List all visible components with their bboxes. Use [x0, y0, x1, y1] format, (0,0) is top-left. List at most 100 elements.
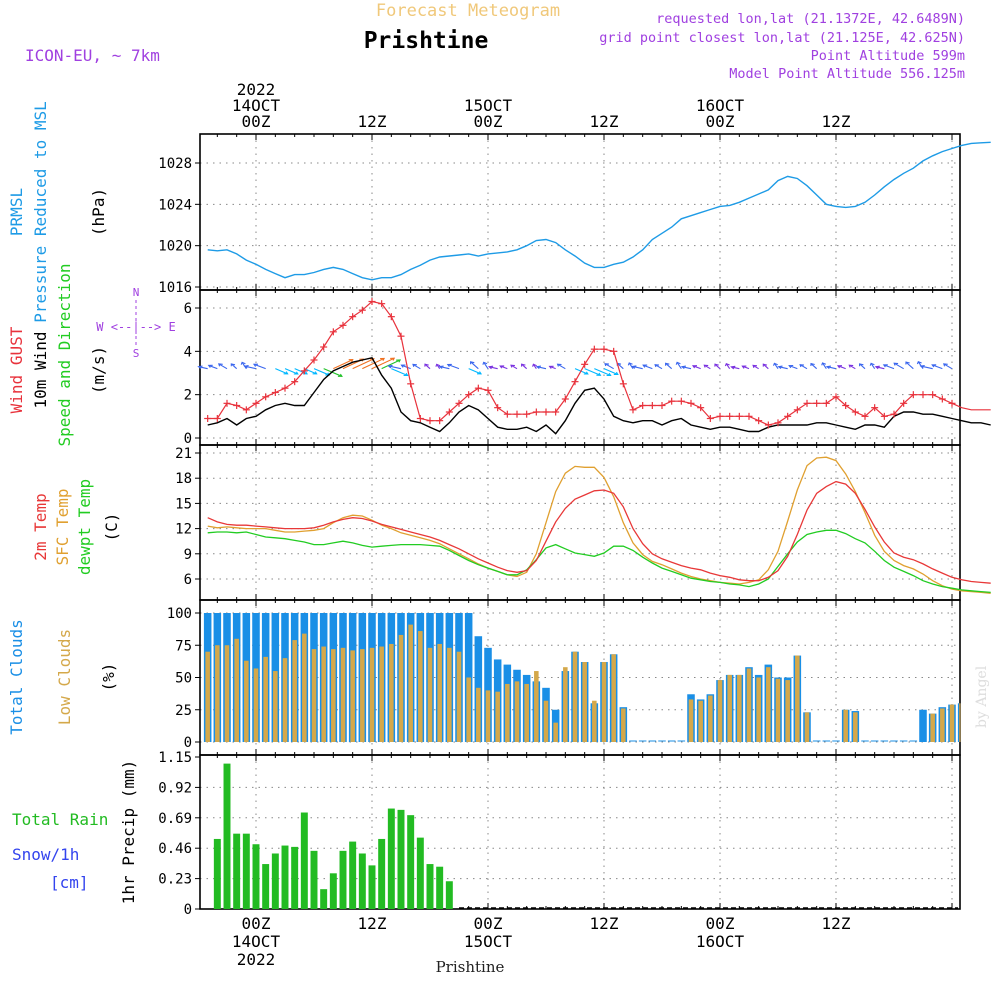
compass-n: N: [133, 286, 140, 299]
wind-arrow-head: [631, 365, 637, 369]
wind-arrow: [313, 368, 330, 376]
rain-bar: [242, 833, 250, 909]
wind-arrow-head: [535, 365, 541, 370]
temp-sfc-label: SFC Temp: [53, 488, 72, 565]
low-cloud-bar: [582, 662, 587, 742]
precip-bars: [213, 763, 958, 909]
low-cloud-bar: [369, 647, 375, 742]
low-cloud-bar: [244, 660, 249, 742]
rain-bar: [368, 865, 376, 909]
y-tick-label: 100: [167, 606, 192, 622]
time-label-bottom: 12Z: [822, 914, 851, 933]
y-tick-label: 0: [184, 431, 192, 447]
low-cloud-bar: [601, 662, 607, 742]
y-tick-label: 1.15: [158, 750, 192, 766]
wind-arrow-head: [665, 362, 670, 366]
low-cloud-bar: [775, 678, 781, 742]
wind-arrow: [470, 361, 479, 370]
y-tick-label: 1028: [158, 156, 192, 172]
wind-arrow: [557, 363, 566, 370]
pressure-label-1: PRMSL: [7, 188, 26, 236]
wind-arrow: [447, 363, 460, 370]
y-tick-label: 9: [184, 547, 192, 563]
station-title: Prishtine: [364, 28, 489, 54]
y-tick-label: 0.92: [158, 780, 192, 796]
time-label-bottom: 00Z: [242, 914, 271, 933]
wind-arrow-head: [424, 363, 429, 367]
low-cloud-bar: [389, 643, 394, 742]
low-cloud-bar: [534, 671, 539, 742]
clouds-unit: (%): [99, 663, 118, 692]
low-cloud-bar: [795, 655, 800, 742]
rain-bar: [387, 808, 395, 909]
wind-arrow-head: [874, 365, 880, 370]
wind-arrow: [323, 368, 343, 377]
wind-arrow-head: [825, 365, 831, 370]
temp-2m-label: 2m Temp: [31, 493, 50, 560]
low-cloud-bar: [930, 713, 935, 742]
low-cloud-bar: [408, 624, 413, 742]
wind-arrow: [412, 363, 421, 370]
model-altitude: Model Point Altitude 556.125m: [729, 66, 965, 82]
wind-arrow-head: [893, 362, 899, 366]
wind-arrow-head: [482, 361, 488, 365]
wind-arrow: [943, 363, 953, 370]
wind-arrow: [362, 357, 385, 370]
low-cloud-bar: [234, 638, 239, 742]
wind-arrow: [218, 363, 228, 370]
wind-arrow: [632, 365, 643, 370]
snow-label: Snow/1h: [12, 845, 79, 864]
rain-bar: [436, 866, 444, 909]
y-tick-label: 25: [175, 703, 192, 719]
wind-arrow-head: [654, 364, 660, 368]
low-cloud-bar: [485, 690, 491, 742]
low-cloud-bar: [331, 649, 336, 742]
wind-unit: (m/s): [89, 346, 108, 394]
wind-arrow-head: [477, 371, 483, 375]
wind-arrow: [628, 362, 634, 369]
wind-arrow: [284, 368, 298, 375]
wind-arrow-head: [207, 364, 213, 368]
wind-arrow-head: [869, 362, 875, 366]
rain-bar: [291, 846, 299, 909]
rain-bar: [213, 838, 221, 909]
wind-speed-dir-label: Speed and Direction: [55, 263, 74, 446]
time-label-bottom: 12Z: [590, 914, 619, 933]
wind-arrow-head: [799, 364, 805, 368]
wind-arrow-head: [400, 364, 406, 368]
rain-bar: [349, 841, 357, 909]
y-tick-label: 1024: [158, 197, 192, 213]
time-label-bottom: 2022: [237, 950, 276, 969]
wind-arrow-head: [703, 364, 709, 368]
wind-arrow: [208, 364, 218, 370]
wind-arrow-head: [487, 365, 494, 370]
y-tick-label: 0: [184, 902, 192, 918]
wind-arrow: [439, 366, 450, 370]
rain-bar: [320, 889, 328, 909]
time-label-top: 12Z: [358, 112, 387, 131]
wind-arrow: [859, 363, 866, 370]
panel-wind: 0 2 4 6: [184, 289, 961, 447]
wind-arrow-head: [821, 362, 827, 366]
wind-arrow: [483, 362, 489, 369]
cloud-bars: [203, 613, 961, 742]
y-tick-label: 0: [184, 735, 192, 751]
wind-arrow-head: [283, 371, 289, 375]
rain-bar: [233, 833, 241, 909]
wind-arrow: [198, 366, 208, 370]
wind-direction-arrows: [197, 357, 953, 377]
rain-bar: [223, 763, 231, 909]
low-cloud-bar: [785, 680, 790, 742]
wind-arrow: [401, 364, 411, 370]
precip-unit: 1hr Precip (mm): [119, 760, 138, 905]
wind-arrow-head: [470, 361, 475, 365]
low-cloud-bar: [688, 699, 694, 742]
low-cloud-bar: [340, 647, 346, 742]
wind-arrow: [870, 363, 876, 369]
low-cloud-bar: [804, 712, 810, 742]
rain-bar: [281, 845, 289, 909]
low-cloud-bar: [292, 640, 297, 742]
time-label-top: 14OCT: [232, 96, 281, 115]
wind-arrow: [594, 368, 611, 376]
wind-arrow: [665, 362, 673, 370]
